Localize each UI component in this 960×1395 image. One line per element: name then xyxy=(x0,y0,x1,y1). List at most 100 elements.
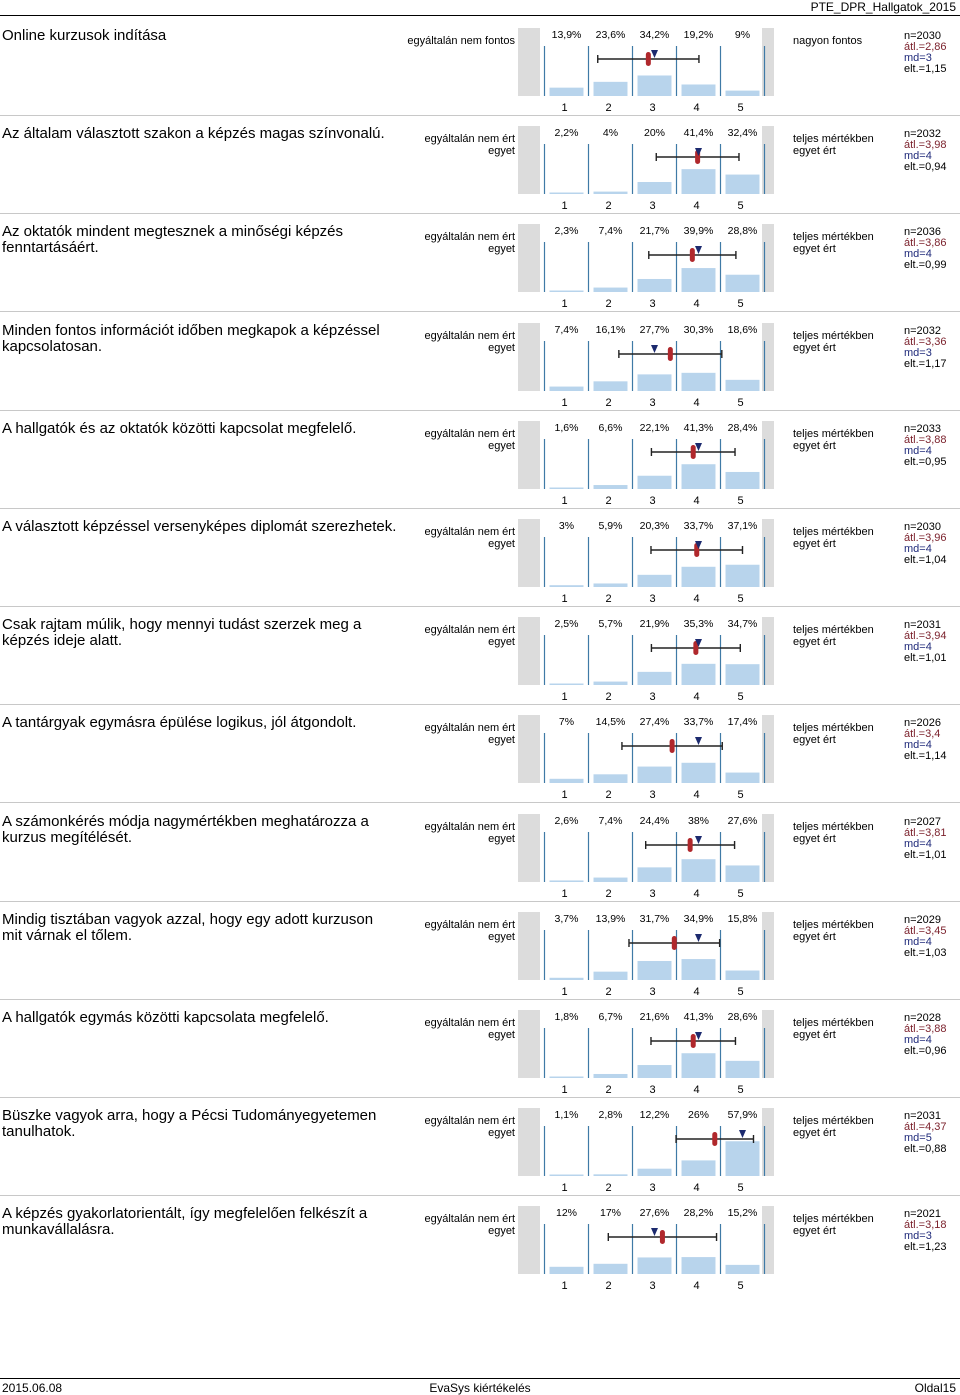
stat-median: md=4 xyxy=(904,150,932,163)
bar-value-label: 38% xyxy=(688,815,709,827)
frame-right xyxy=(762,911,774,980)
bar-value-label: 39,9% xyxy=(684,225,714,237)
bar-value-label: 15,8% xyxy=(728,913,758,925)
distribution-chart: 7,4% 16,1% 27,7% 30,3% 18,6% 1 2 3 4 5 xyxy=(518,322,774,409)
stat-mean: átl.=3,36 xyxy=(904,335,947,348)
bar xyxy=(637,182,672,195)
category-tick-label: 2 xyxy=(605,986,611,998)
category-tick-label: 2 xyxy=(605,593,611,605)
bar-value-label: 19,2% xyxy=(684,29,714,41)
scale-left-label: egyáltalán nem ért egyet xyxy=(424,133,516,158)
bar xyxy=(637,1168,672,1177)
scale-right-label: teljes mértékben egyet ért xyxy=(793,329,874,354)
stat-mean: átl.=3,18 xyxy=(904,1219,947,1232)
bar-value-label: 23,6% xyxy=(596,29,626,41)
stat-deviation: elt.=0,88 xyxy=(904,1143,947,1156)
question-row: A számonkérés módja nagymértékben meghat… xyxy=(0,808,960,906)
bar xyxy=(593,287,628,293)
category-tick-label: 1 xyxy=(561,986,567,998)
row-separator xyxy=(0,900,960,902)
category-tick-label: 1 xyxy=(561,495,567,507)
stats-block: n=2027 átl.=3,81 md=4 elt.=1,01 xyxy=(904,816,947,861)
bar-value-label: 34,9% xyxy=(684,913,714,925)
bar-value-label: 22,1% xyxy=(640,422,670,434)
bar-value-label: 13,9% xyxy=(552,29,582,41)
scale-left-label: egyáltalán nem ért egyet xyxy=(424,526,516,550)
mean-marker xyxy=(690,444,696,459)
category-tick-label: 3 xyxy=(649,102,655,114)
frame-left xyxy=(518,715,540,784)
bar xyxy=(549,87,584,96)
mean-marker xyxy=(671,935,677,950)
category-tick-label: 4 xyxy=(693,888,699,900)
category-tick-label: 1 xyxy=(561,789,567,801)
question-row: Az általam választott szakon a képzés ma… xyxy=(0,120,960,218)
bar xyxy=(593,877,628,882)
footer-rule xyxy=(0,1378,960,1379)
page-header: PTE_DPR_Hallgatok_2015 xyxy=(0,0,960,18)
question-row: Online kurzusok indítása egyáltalán nem f… xyxy=(0,22,960,120)
stat-n: n=2031 xyxy=(904,619,942,632)
category-tick-label: 4 xyxy=(693,1280,699,1292)
bar xyxy=(637,1065,672,1078)
distribution-chart: 1,6% 6,6% 22,1% 41,3% 28,4% 1 2 3 4 5 xyxy=(518,420,774,507)
question-text: Minden fontos információt időben megkapo… xyxy=(2,321,380,355)
bar-value-label: 24,4% xyxy=(640,815,670,827)
median-marker xyxy=(695,1032,702,1040)
bar-value-label: 26% xyxy=(688,1109,709,1121)
stat-deviation: elt.=1,14 xyxy=(904,750,947,763)
category-tick-label: 5 xyxy=(737,691,743,703)
bar-value-label: 27,6% xyxy=(640,1207,670,1219)
median-marker xyxy=(695,148,702,157)
bar xyxy=(725,471,760,489)
question-text: Online kurzusok indítása xyxy=(2,27,167,44)
stat-n: n=2029 xyxy=(904,913,942,926)
category-tick-label: 3 xyxy=(649,1084,655,1096)
bar xyxy=(593,81,628,96)
bar xyxy=(681,1160,716,1177)
bar xyxy=(681,169,716,195)
bar xyxy=(725,772,760,784)
bar xyxy=(549,1076,584,1078)
distribution-chart: 12% 17% 27,6% 28,2% 15,2% 1 2 3 4 5 xyxy=(518,1206,774,1292)
scale-right-label: teljes mértékben egyet ért xyxy=(793,231,874,256)
bar xyxy=(549,585,584,587)
stats-block: n=2030 átl.=3,96 md=4 elt.=1,04 xyxy=(904,522,947,566)
category-tick-label: 5 xyxy=(737,789,743,801)
bar-value-label: 7,4% xyxy=(599,225,623,237)
row-separator xyxy=(0,507,960,509)
frame-left xyxy=(518,1010,540,1078)
category-tick-label: 3 xyxy=(649,986,655,998)
bar-value-label: 35,3% xyxy=(684,618,714,630)
bar xyxy=(681,84,716,96)
mean-marker xyxy=(690,1034,696,1048)
bar-value-label: 1,8% xyxy=(555,1011,579,1023)
bar-value-label: 21,7% xyxy=(640,225,670,237)
bar-value-label: 2,3% xyxy=(555,225,579,237)
category-tick-label: 1 xyxy=(561,1084,567,1096)
bar-value-label: 34,2% xyxy=(640,29,670,41)
bar-value-label: 28,6% xyxy=(728,1011,758,1023)
category-tick-label: 5 xyxy=(737,102,743,114)
bar xyxy=(681,268,716,293)
scale-left-label: egyáltalán nem ért egyet xyxy=(424,918,516,943)
category-tick-label: 2 xyxy=(605,888,611,900)
question-text: Mindig tisztában vagyok azzal, hogy egy … xyxy=(2,910,374,944)
stat-deviation: elt.=1,01 xyxy=(904,652,947,665)
stat-median: md=4 xyxy=(904,935,932,948)
category-tick-label: 2 xyxy=(605,495,611,507)
category-tick-label: 3 xyxy=(649,593,655,605)
bar xyxy=(681,958,716,980)
bar xyxy=(593,971,628,980)
stat-n: n=2036 xyxy=(904,226,942,239)
stat-median: md=4 xyxy=(904,248,932,261)
mean-marker xyxy=(712,1132,718,1147)
stat-mean: átl.=3,88 xyxy=(904,1023,947,1035)
bar xyxy=(593,1073,628,1078)
row-separator xyxy=(0,1097,960,1098)
category-tick-label: 2 xyxy=(605,1182,611,1194)
stat-median: md=4 xyxy=(904,1034,932,1046)
bar-value-label: 16,1% xyxy=(596,324,626,336)
bar-value-label: 27,6% xyxy=(728,815,758,827)
category-tick-label: 1 xyxy=(561,888,567,900)
